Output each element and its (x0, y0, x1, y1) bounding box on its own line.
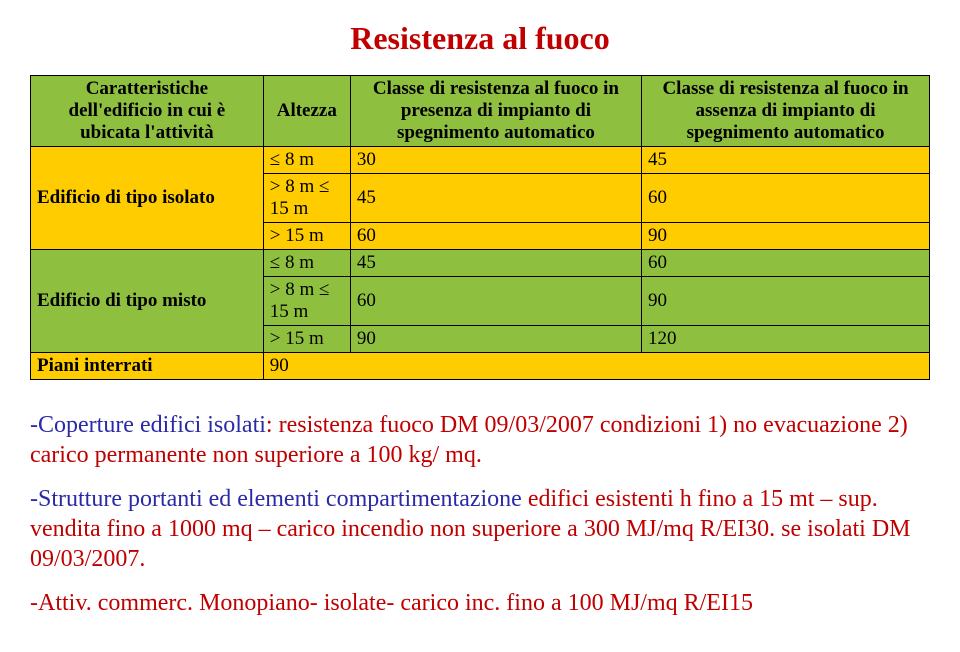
altezza-cell: > 15 m (263, 326, 350, 353)
col-header-1: Altezza (263, 76, 350, 147)
altezza-cell: > 8 m ≤ 15 m (263, 277, 350, 326)
col-header-2: Classe di resistenza al fuoco in presenz… (350, 76, 641, 147)
value-cell: 60 (350, 277, 641, 326)
resistance-table: Caratteristiche dell'edificio in cui è u… (30, 75, 930, 380)
group-label: Edificio di tipo isolato (31, 147, 264, 250)
value-cell: 60 (642, 174, 930, 223)
footer-label: Piani interrati (31, 353, 264, 380)
note-1-lead: -Coperture edifici isolati (30, 412, 266, 438)
col-header-0: Caratteristiche dell'edificio in cui è u… (31, 76, 264, 147)
note-3: -Attiv. commerc. Monopiano- isolate- car… (30, 588, 930, 618)
value-cell: 30 (350, 147, 641, 174)
altezza-cell: > 8 m ≤ 15 m (263, 174, 350, 223)
altezza-cell: > 15 m (263, 223, 350, 250)
footer-value: 90 (263, 353, 929, 380)
table-row-footer: Piani interrati90 (31, 353, 930, 380)
col-header-3: Classe di resistenza al fuoco in assenza… (642, 76, 930, 147)
value-cell: 45 (350, 174, 641, 223)
table-row: Edificio di tipo misto≤ 8 m4560 (31, 250, 930, 277)
note-1: -Coperture edifici isolati: resistenza f… (30, 410, 930, 470)
value-cell: 60 (350, 223, 641, 250)
group-label: Edificio di tipo misto (31, 250, 264, 353)
note-3-lead: -Attiv. commerc. (30, 590, 193, 616)
value-cell: 90 (642, 277, 930, 326)
notes-block: -Coperture edifici isolati: resistenza f… (30, 410, 930, 618)
note-2-lead: -Strutture portanti ed elementi comparti… (30, 486, 522, 512)
value-cell: 120 (642, 326, 930, 353)
value-cell: 45 (350, 250, 641, 277)
title-text: Resistenza al fuoco (350, 20, 610, 56)
value-cell: 45 (642, 147, 930, 174)
altezza-cell: ≤ 8 m (263, 147, 350, 174)
table-row: Edificio di tipo isolato≤ 8 m3045 (31, 147, 930, 174)
value-cell: 60 (642, 250, 930, 277)
altezza-cell: ≤ 8 m (263, 250, 350, 277)
value-cell: 90 (642, 223, 930, 250)
page-title: Resistenza al fuoco (30, 20, 930, 57)
value-cell: 90 (350, 326, 641, 353)
note-3-rest: Monopiano- isolate- carico inc. fino a 1… (193, 590, 753, 616)
note-2: -Strutture portanti ed elementi comparti… (30, 484, 930, 574)
